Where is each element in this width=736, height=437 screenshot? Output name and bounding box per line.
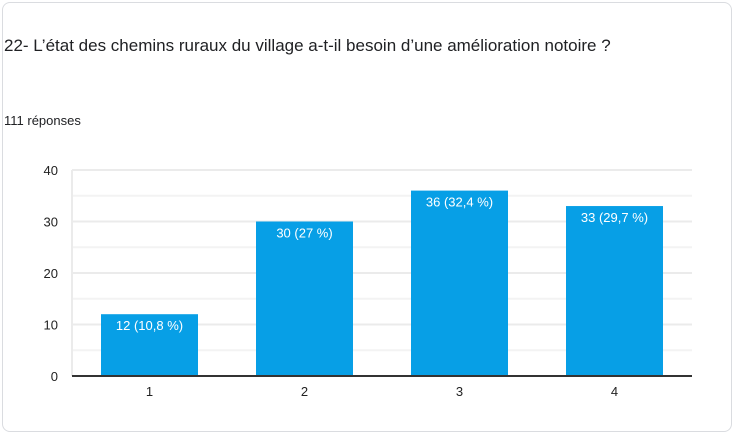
x-tick-label: 1 (146, 384, 153, 399)
x-tick-label: 4 (611, 384, 618, 399)
y-tick-label: 20 (44, 266, 58, 281)
data-label: 12 (10,8 %) (116, 318, 183, 333)
y-tick-label: 10 (44, 318, 58, 333)
question-title: 22- L’état des chemins ruraux du village… (4, 36, 611, 55)
y-tick-label: 0 (51, 369, 58, 384)
bar (101, 314, 198, 376)
x-tick-label: 3 (456, 384, 463, 399)
response-count: 111 réponses (4, 113, 81, 128)
data-label: 36 (32,4 %) (426, 195, 493, 210)
data-label: 30 (27 %) (276, 226, 332, 241)
y-tick-label: 30 (44, 215, 58, 230)
bar (256, 221, 353, 376)
y-tick-label: 40 (44, 163, 58, 178)
bar (566, 206, 663, 376)
bar (411, 190, 508, 376)
x-tick-label: 2 (301, 384, 308, 399)
data-label: 33 (29,7 %) (581, 210, 648, 225)
